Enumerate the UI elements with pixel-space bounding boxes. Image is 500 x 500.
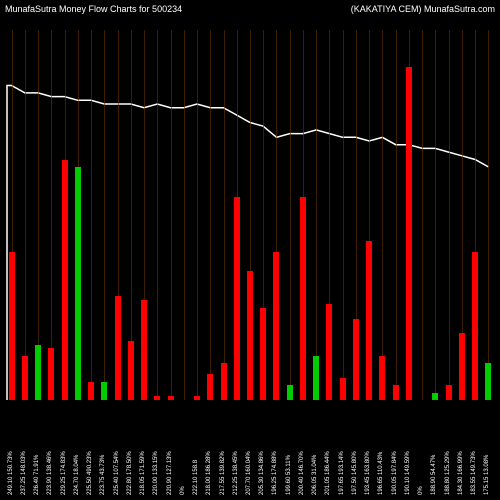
volume-bar xyxy=(485,363,491,400)
volume-bar xyxy=(141,300,147,400)
volume-bar xyxy=(472,252,478,400)
grid-line xyxy=(396,30,397,400)
volume-bar xyxy=(247,271,253,401)
grid-line xyxy=(51,30,52,400)
volume-bar xyxy=(326,304,332,400)
x-axis-labels: 249.10 150.73% 237.25 148.03% 226.40 71.91… xyxy=(5,405,495,495)
grid-line xyxy=(197,30,198,400)
title-left: MunafaSutra Money Flow Charts for 500234 xyxy=(5,4,182,14)
volume-bar xyxy=(207,374,213,400)
volume-bar xyxy=(62,160,68,401)
grid-line xyxy=(316,30,317,400)
volume-bar xyxy=(459,333,465,400)
x-label: 197.50 145.80% xyxy=(352,405,358,495)
volume-bar xyxy=(9,252,15,400)
x-label: 197.65 193.14% xyxy=(339,405,345,495)
volume-bar xyxy=(48,348,54,400)
grid-line xyxy=(184,30,185,400)
x-label: 175.15 13.08% xyxy=(484,405,490,495)
x-label: 188.90 54.47% xyxy=(431,405,437,495)
title-right: (KAKATIYA CEM) MunafaSutra.com xyxy=(351,4,495,14)
volume-bar xyxy=(194,396,200,400)
volume-bar xyxy=(35,345,41,401)
x-label: 0% xyxy=(418,405,424,495)
x-label: 212.25 138.45% xyxy=(233,405,239,495)
x-label: 217.55 139.82% xyxy=(220,405,226,495)
x-label: 223.75 43.73% xyxy=(100,405,106,495)
x-label: 226.40 71.91% xyxy=(34,405,40,495)
grid-line xyxy=(25,30,26,400)
volume-bar xyxy=(287,385,293,400)
x-label: 196.65 110.43% xyxy=(378,405,384,495)
volume-bar xyxy=(101,382,107,401)
volume-bar xyxy=(273,252,279,400)
x-label: 184.30 166.99% xyxy=(458,405,464,495)
grid-line xyxy=(157,30,158,400)
volume-bar xyxy=(75,167,81,400)
grid-line xyxy=(382,30,383,400)
x-label: 206.05 31.04% xyxy=(312,405,318,495)
x-label: 205.30 134.86% xyxy=(259,405,265,495)
x-label: 222.80 178.50% xyxy=(127,405,133,495)
grid-line xyxy=(104,30,105,400)
x-label: 190.05 197.84% xyxy=(392,405,398,495)
grid-line xyxy=(422,30,423,400)
chart-plot xyxy=(5,30,495,400)
x-label: 201.05 186.44% xyxy=(325,405,331,495)
x-label: 190.10 149.59% xyxy=(405,405,411,495)
x-label: 199.60 53.11% xyxy=(286,405,292,495)
grid-line xyxy=(435,30,436,400)
x-label: 183.55 149.73% xyxy=(471,405,477,495)
volume-bar xyxy=(353,319,359,400)
volume-bar xyxy=(168,396,174,400)
volume-bar xyxy=(22,356,28,400)
x-label: 218.00 186.28% xyxy=(206,405,212,495)
x-label: 225.50 490.23% xyxy=(87,405,93,495)
volume-bar xyxy=(340,378,346,400)
volume-bar xyxy=(366,241,372,400)
x-label: 222.10 158.8 xyxy=(193,405,199,495)
volume-bar xyxy=(154,396,160,400)
x-label: 207.70 160.04% xyxy=(246,405,252,495)
volume-bar xyxy=(128,341,134,400)
volume-bar xyxy=(221,363,227,400)
x-label: 220.00 133.15% xyxy=(153,405,159,495)
grid-line xyxy=(171,30,172,400)
grid-line xyxy=(449,30,450,400)
x-label: 193.45 163.80% xyxy=(365,405,371,495)
volume-bar xyxy=(379,356,385,400)
x-label: 249.10 150.73% xyxy=(8,405,14,495)
grid-line xyxy=(290,30,291,400)
x-label: 218.05 171.59% xyxy=(140,405,146,495)
grid-line xyxy=(91,30,92,400)
grid-line xyxy=(343,30,344,400)
volume-bar xyxy=(313,356,319,400)
x-label: 225.40 107.54% xyxy=(114,405,120,495)
x-label: 229.25 174.83% xyxy=(61,405,67,495)
volume-bar xyxy=(88,382,94,401)
x-label: 224.70 18.04% xyxy=(74,405,80,495)
volume-bar xyxy=(300,197,306,401)
volume-bar xyxy=(432,393,438,400)
grid-line xyxy=(210,30,211,400)
x-label: 0% xyxy=(180,405,186,495)
volume-bar xyxy=(406,67,412,400)
grid-line xyxy=(488,30,489,400)
volume-bar xyxy=(393,385,399,400)
chart-header: MunafaSutra Money Flow Charts for 500234… xyxy=(0,0,500,18)
x-label: 200.40 146.70% xyxy=(299,405,305,495)
x-label: 223.90 138.46% xyxy=(47,405,53,495)
x-label: 220.90 127.13% xyxy=(167,405,173,495)
volume-bar xyxy=(260,308,266,401)
volume-bar xyxy=(446,385,452,400)
x-label: 237.25 148.03% xyxy=(21,405,27,495)
volume-bar xyxy=(115,296,121,400)
x-label: 188.80 125.29% xyxy=(445,405,451,495)
grid-line xyxy=(224,30,225,400)
x-label: 196.25 174.88% xyxy=(272,405,278,495)
volume-bar xyxy=(234,197,240,401)
